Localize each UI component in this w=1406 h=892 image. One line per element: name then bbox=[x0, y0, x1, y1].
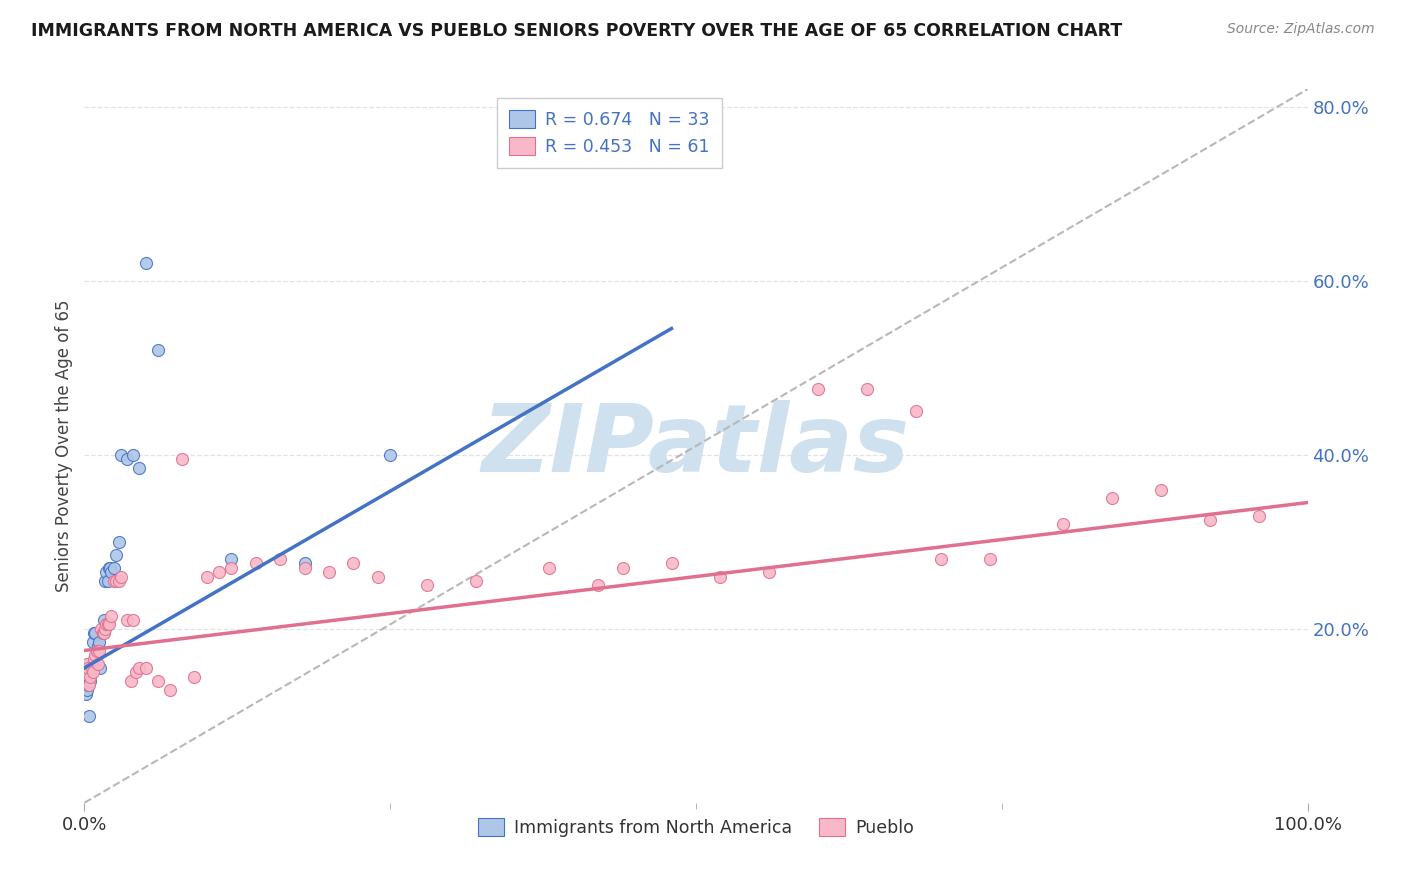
Point bbox=[146, 343, 169, 358]
Point bbox=[195, 569, 218, 583]
Text: Source: ZipAtlas.com: Source: ZipAtlas.com bbox=[1227, 22, 1375, 37]
Point bbox=[269, 552, 291, 566]
Point bbox=[107, 534, 129, 549]
Point bbox=[219, 561, 242, 575]
Point bbox=[146, 673, 169, 688]
Point bbox=[128, 661, 150, 675]
Point bbox=[86, 643, 108, 657]
Point bbox=[208, 565, 231, 579]
Point bbox=[77, 678, 100, 692]
Point bbox=[100, 608, 122, 623]
Point bbox=[75, 687, 97, 701]
Point bbox=[87, 643, 110, 657]
Point bbox=[709, 569, 731, 583]
Point bbox=[135, 256, 157, 270]
Point bbox=[342, 557, 364, 571]
Point bbox=[294, 557, 316, 571]
Point bbox=[979, 552, 1001, 566]
Point bbox=[77, 661, 100, 675]
Point bbox=[464, 574, 486, 588]
Point bbox=[120, 673, 142, 688]
Legend: Immigrants from North America, Pueblo: Immigrants from North America, Pueblo bbox=[471, 812, 921, 844]
Point bbox=[367, 569, 389, 583]
Point bbox=[77, 678, 100, 692]
Point bbox=[538, 561, 561, 575]
Point bbox=[380, 448, 402, 462]
Point bbox=[80, 657, 103, 671]
Point bbox=[87, 635, 110, 649]
Point bbox=[98, 561, 121, 575]
Point bbox=[219, 552, 242, 566]
Point bbox=[807, 383, 830, 397]
Point bbox=[105, 548, 128, 562]
Point bbox=[96, 617, 118, 632]
Point bbox=[661, 557, 683, 571]
Point bbox=[122, 448, 145, 462]
Point bbox=[294, 561, 316, 575]
Point bbox=[82, 635, 104, 649]
Point bbox=[929, 552, 952, 566]
Point bbox=[1101, 491, 1123, 506]
Point bbox=[87, 657, 110, 671]
Point bbox=[93, 626, 115, 640]
Point bbox=[82, 665, 104, 680]
Text: ZIPatlas: ZIPatlas bbox=[482, 400, 910, 492]
Point bbox=[125, 665, 148, 680]
Point bbox=[76, 682, 98, 697]
Point bbox=[86, 648, 108, 662]
Point bbox=[128, 460, 150, 475]
Text: IMMIGRANTS FROM NORTH AMERICA VS PUEBLO SENIORS POVERTY OVER THE AGE OF 65 CORRE: IMMIGRANTS FROM NORTH AMERICA VS PUEBLO … bbox=[31, 22, 1122, 40]
Y-axis label: Seniors Poverty Over the Age of 65: Seniors Poverty Over the Age of 65 bbox=[55, 300, 73, 592]
Point bbox=[103, 561, 125, 575]
Point bbox=[110, 569, 132, 583]
Point bbox=[79, 673, 101, 688]
Point bbox=[103, 574, 125, 588]
Point bbox=[105, 574, 128, 588]
Point bbox=[172, 452, 194, 467]
Point bbox=[87, 639, 110, 653]
Point bbox=[84, 648, 107, 662]
Point bbox=[97, 561, 120, 575]
Point bbox=[1247, 508, 1270, 523]
Point bbox=[84, 626, 107, 640]
Point bbox=[122, 613, 145, 627]
Point bbox=[90, 622, 112, 636]
Point bbox=[107, 574, 129, 588]
Point bbox=[94, 622, 117, 636]
Point bbox=[91, 626, 114, 640]
Point bbox=[83, 626, 105, 640]
Point bbox=[76, 657, 98, 671]
Point bbox=[79, 670, 101, 684]
Point bbox=[159, 682, 181, 697]
Point bbox=[318, 565, 340, 579]
Point bbox=[83, 652, 105, 666]
Point bbox=[93, 613, 115, 627]
Point bbox=[97, 617, 120, 632]
Point bbox=[856, 383, 879, 397]
Point bbox=[758, 565, 780, 579]
Point bbox=[75, 661, 97, 675]
Point bbox=[91, 626, 114, 640]
Point bbox=[94, 574, 117, 588]
Point bbox=[96, 565, 118, 579]
Point bbox=[905, 404, 928, 418]
Point bbox=[100, 565, 122, 579]
Point bbox=[77, 708, 100, 723]
Point bbox=[586, 578, 609, 592]
Point bbox=[135, 661, 157, 675]
Point bbox=[80, 661, 103, 675]
Point bbox=[1052, 517, 1074, 532]
Point bbox=[115, 613, 138, 627]
Point bbox=[1198, 513, 1220, 527]
Point bbox=[97, 574, 120, 588]
Point bbox=[110, 448, 132, 462]
Point bbox=[612, 561, 634, 575]
Point bbox=[1150, 483, 1173, 497]
Point bbox=[183, 670, 205, 684]
Point bbox=[416, 578, 439, 592]
Point bbox=[89, 661, 111, 675]
Point bbox=[97, 617, 120, 632]
Point bbox=[115, 452, 138, 467]
Point bbox=[245, 557, 267, 571]
